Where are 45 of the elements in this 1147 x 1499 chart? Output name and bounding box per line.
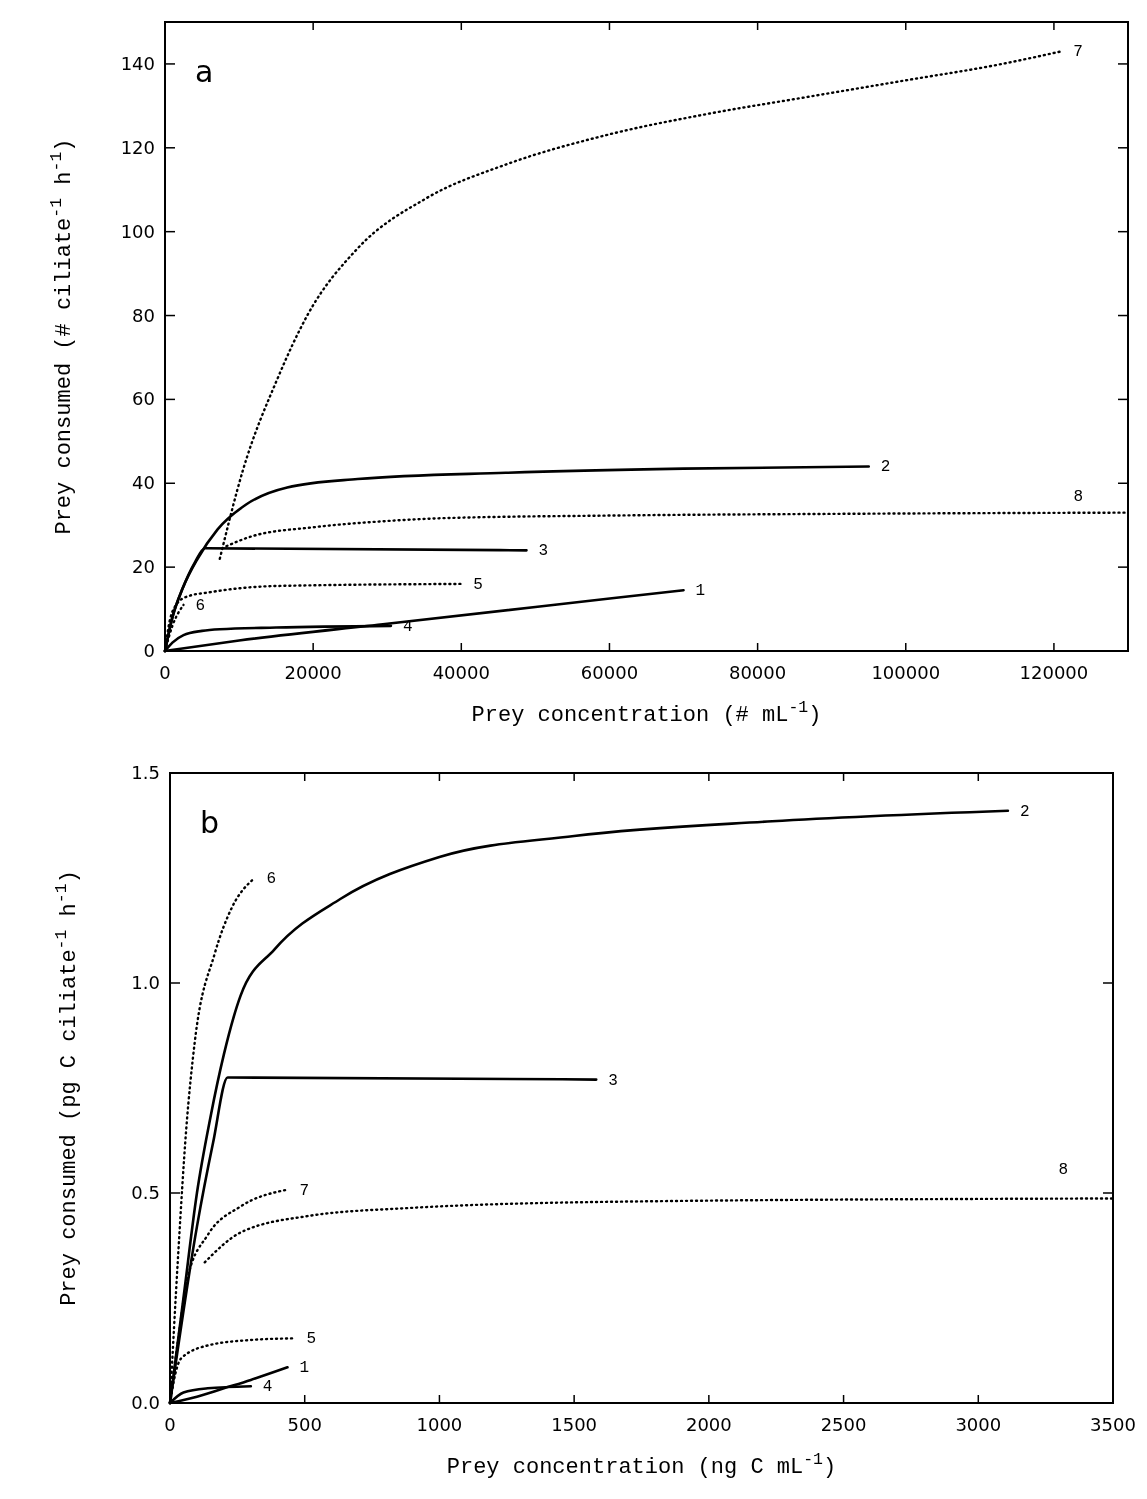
- x-tick-label: 1000: [416, 1414, 463, 1435]
- y-tick-label: 120: [120, 136, 155, 158]
- y-tick-label: 0: [143, 640, 155, 661]
- x-tick-label: 0: [164, 1414, 176, 1435]
- series-label: 7: [1073, 43, 1083, 62]
- y-tick-label: 1.0: [131, 972, 160, 993]
- series-label: 5: [306, 1330, 317, 1349]
- x-axis-title: Prey concentration (# mL$^{-1}$): [471, 697, 822, 728]
- series-label: 2: [1019, 802, 1030, 821]
- series-label: 1: [299, 1359, 310, 1378]
- series-label: 1: [695, 582, 706, 601]
- series-label: 6: [266, 870, 277, 888]
- x-tick-label: 1500: [551, 1414, 598, 1435]
- series-label: 7: [299, 1181, 310, 1200]
- series-label: 3: [538, 542, 549, 561]
- series-label: 4: [262, 1378, 273, 1397]
- x-tick-label: 100000: [871, 662, 941, 683]
- x-tick-label: 500: [287, 1414, 322, 1435]
- x-tick-label: 3500: [1090, 1414, 1136, 1435]
- text: a: [195, 54, 214, 89]
- series-label: 8: [1058, 1161, 1068, 1180]
- y-tick-label: 140: [120, 52, 155, 74]
- y-tick-label: 40: [132, 472, 155, 494]
- x-axis-title: Prey concentration (ng C mL$^{-1}$): [446, 1449, 837, 1480]
- series-label: 8: [1073, 487, 1083, 506]
- x-tick-label: 2500: [820, 1414, 867, 1435]
- y-tick-label: 100: [120, 220, 155, 242]
- series-label: 5: [473, 575, 483, 594]
- text: b: [200, 805, 220, 840]
- x-tick-label: 3000: [955, 1414, 1002, 1435]
- x-tick-label: 80000: [728, 662, 787, 683]
- y-tick-label: 60: [132, 388, 155, 410]
- x-tick-label: 60000: [580, 662, 639, 683]
- series-label: 6: [195, 596, 206, 615]
- x-tick-label: 2000: [685, 1414, 732, 1435]
- series-label: 2: [880, 458, 891, 477]
- y-tick-label: 1.5: [131, 762, 160, 783]
- x-tick-label: 40000: [432, 662, 490, 683]
- y-tick-label: 0.0: [131, 1392, 160, 1413]
- x-tick-label: 20000: [284, 662, 342, 683]
- series-label: 3: [608, 1071, 618, 1090]
- x-tick-label: 120000: [1019, 662, 1089, 683]
- y-tick-label: 0.5: [131, 1182, 160, 1203]
- y-tick-label: 20: [132, 556, 155, 578]
- y-tick-label: 80: [132, 304, 155, 326]
